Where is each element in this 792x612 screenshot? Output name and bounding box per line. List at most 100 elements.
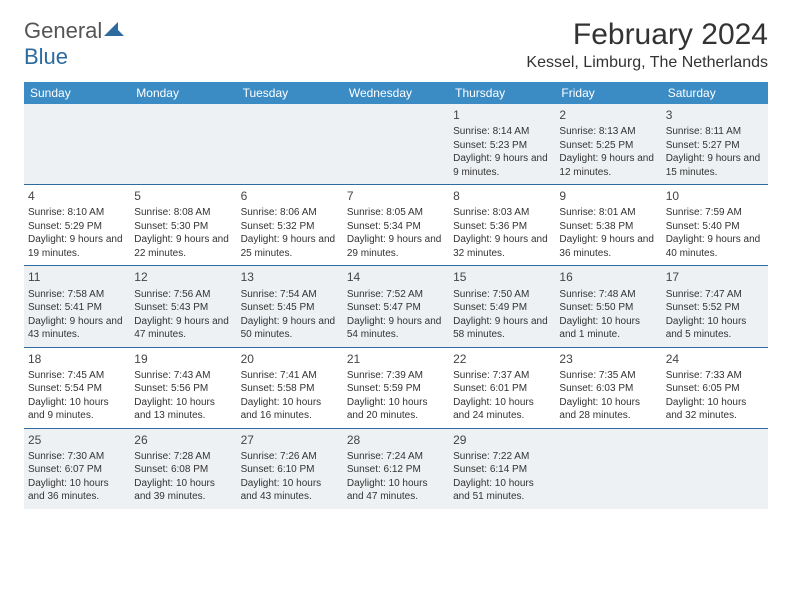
sunset-line: Sunset: 6:08 PM (134, 463, 232, 477)
sunrise-line: Sunrise: 8:05 AM (347, 206, 445, 220)
sunrise-line: Sunrise: 7:22 AM (453, 450, 551, 464)
day-cell (343, 104, 449, 184)
sunset-line: Sunset: 5:36 PM (453, 220, 551, 234)
day-cell: 4Sunrise: 8:10 AMSunset: 5:29 PMDaylight… (24, 185, 130, 265)
daylight-line: Daylight: 10 hours and 1 minute. (559, 315, 657, 342)
day-cell: 18Sunrise: 7:45 AMSunset: 5:54 PMDayligh… (24, 348, 130, 428)
day-number: 3 (666, 107, 764, 123)
day-cell: 13Sunrise: 7:54 AMSunset: 5:45 PMDayligh… (237, 266, 343, 346)
day-cell: 19Sunrise: 7:43 AMSunset: 5:56 PMDayligh… (130, 348, 236, 428)
day-cell: 7Sunrise: 8:05 AMSunset: 5:34 PMDaylight… (343, 185, 449, 265)
day-cell: 6Sunrise: 8:06 AMSunset: 5:32 PMDaylight… (237, 185, 343, 265)
day-cell: 16Sunrise: 7:48 AMSunset: 5:50 PMDayligh… (555, 266, 661, 346)
daylight-line: Daylight: 10 hours and 24 minutes. (453, 396, 551, 423)
daylight-line: Daylight: 9 hours and 29 minutes. (347, 233, 445, 260)
sunrise-line: Sunrise: 8:13 AM (559, 125, 657, 139)
day-cell: 24Sunrise: 7:33 AMSunset: 6:05 PMDayligh… (662, 348, 768, 428)
day-number: 15 (453, 269, 551, 285)
sunset-line: Sunset: 6:07 PM (28, 463, 126, 477)
day-cell: 12Sunrise: 7:56 AMSunset: 5:43 PMDayligh… (130, 266, 236, 346)
sunrise-line: Sunrise: 7:41 AM (241, 369, 339, 383)
sunset-line: Sunset: 5:52 PM (666, 301, 764, 315)
sunrise-line: Sunrise: 7:54 AM (241, 288, 339, 302)
sunset-line: Sunset: 6:05 PM (666, 382, 764, 396)
sunrise-line: Sunrise: 7:45 AM (28, 369, 126, 383)
day-number: 28 (347, 432, 445, 448)
day-cell (237, 104, 343, 184)
daylight-line: Daylight: 10 hours and 39 minutes. (134, 477, 232, 504)
logo-sail-icon (104, 22, 124, 43)
sunrise-line: Sunrise: 8:08 AM (134, 206, 232, 220)
month-title: February 2024 (526, 18, 768, 52)
logo-text: General Blue (24, 18, 124, 70)
day-cell (24, 104, 130, 184)
daylight-line: Daylight: 10 hours and 5 minutes. (666, 315, 764, 342)
day-cell: 8Sunrise: 8:03 AMSunset: 5:36 PMDaylight… (449, 185, 555, 265)
daylight-line: Daylight: 9 hours and 36 minutes. (559, 233, 657, 260)
sunrise-line: Sunrise: 8:11 AM (666, 125, 764, 139)
day-number: 26 (134, 432, 232, 448)
day-cell (130, 104, 236, 184)
sunrise-line: Sunrise: 7:52 AM (347, 288, 445, 302)
calendar: SundayMondayTuesdayWednesdayThursdayFrid… (24, 82, 768, 509)
day-number: 18 (28, 351, 126, 367)
day-number: 29 (453, 432, 551, 448)
day-number: 14 (347, 269, 445, 285)
sunset-line: Sunset: 5:23 PM (453, 139, 551, 153)
daylight-line: Daylight: 9 hours and 19 minutes. (28, 233, 126, 260)
day-number: 25 (28, 432, 126, 448)
sunrise-line: Sunrise: 7:50 AM (453, 288, 551, 302)
sunset-line: Sunset: 5:41 PM (28, 301, 126, 315)
daylight-line: Daylight: 9 hours and 47 minutes. (134, 315, 232, 342)
sunset-line: Sunset: 5:29 PM (28, 220, 126, 234)
day-number: 13 (241, 269, 339, 285)
week-row: 1Sunrise: 8:14 AMSunset: 5:23 PMDaylight… (24, 104, 768, 184)
sunrise-line: Sunrise: 7:48 AM (559, 288, 657, 302)
day-cell: 3Sunrise: 8:11 AMSunset: 5:27 PMDaylight… (662, 104, 768, 184)
day-cell: 23Sunrise: 7:35 AMSunset: 6:03 PMDayligh… (555, 348, 661, 428)
dow-cell: Sunday (24, 82, 130, 104)
day-cell: 25Sunrise: 7:30 AMSunset: 6:07 PMDayligh… (24, 429, 130, 509)
sunset-line: Sunset: 5:56 PM (134, 382, 232, 396)
daylight-line: Daylight: 9 hours and 40 minutes. (666, 233, 764, 260)
sunrise-line: Sunrise: 7:59 AM (666, 206, 764, 220)
weeks-container: 1Sunrise: 8:14 AMSunset: 5:23 PMDaylight… (24, 104, 768, 509)
title-block: February 2024 Kessel, Limburg, The Nethe… (526, 18, 768, 72)
daylight-line: Daylight: 10 hours and 32 minutes. (666, 396, 764, 423)
dow-cell: Saturday (662, 82, 768, 104)
day-cell: 26Sunrise: 7:28 AMSunset: 6:08 PMDayligh… (130, 429, 236, 509)
sunrise-line: Sunrise: 7:56 AM (134, 288, 232, 302)
sunrise-line: Sunrise: 7:33 AM (666, 369, 764, 383)
sunset-line: Sunset: 5:34 PM (347, 220, 445, 234)
sunrise-line: Sunrise: 7:58 AM (28, 288, 126, 302)
sunset-line: Sunset: 5:59 PM (347, 382, 445, 396)
day-number: 2 (559, 107, 657, 123)
week-row: 25Sunrise: 7:30 AMSunset: 6:07 PMDayligh… (24, 428, 768, 509)
sunset-line: Sunset: 5:27 PM (666, 139, 764, 153)
daylight-line: Daylight: 10 hours and 51 minutes. (453, 477, 551, 504)
day-cell: 29Sunrise: 7:22 AMSunset: 6:14 PMDayligh… (449, 429, 555, 509)
sunrise-line: Sunrise: 8:06 AM (241, 206, 339, 220)
dow-cell: Thursday (449, 82, 555, 104)
sunrise-line: Sunrise: 7:35 AM (559, 369, 657, 383)
sunrise-line: Sunrise: 7:47 AM (666, 288, 764, 302)
day-cell: 14Sunrise: 7:52 AMSunset: 5:47 PMDayligh… (343, 266, 449, 346)
day-number: 23 (559, 351, 657, 367)
daylight-line: Daylight: 10 hours and 36 minutes. (28, 477, 126, 504)
day-number: 5 (134, 188, 232, 204)
day-cell: 11Sunrise: 7:58 AMSunset: 5:41 PMDayligh… (24, 266, 130, 346)
day-cell: 21Sunrise: 7:39 AMSunset: 5:59 PMDayligh… (343, 348, 449, 428)
sunset-line: Sunset: 5:58 PM (241, 382, 339, 396)
sunrise-line: Sunrise: 7:43 AM (134, 369, 232, 383)
day-number: 8 (453, 188, 551, 204)
logo: General Blue (24, 18, 124, 70)
sunset-line: Sunset: 5:30 PM (134, 220, 232, 234)
day-cell: 27Sunrise: 7:26 AMSunset: 6:10 PMDayligh… (237, 429, 343, 509)
day-number: 10 (666, 188, 764, 204)
week-row: 4Sunrise: 8:10 AMSunset: 5:29 PMDaylight… (24, 184, 768, 265)
sunset-line: Sunset: 5:43 PM (134, 301, 232, 315)
daylight-line: Daylight: 10 hours and 43 minutes. (241, 477, 339, 504)
sunset-line: Sunset: 5:49 PM (453, 301, 551, 315)
sunset-line: Sunset: 6:01 PM (453, 382, 551, 396)
daylight-line: Daylight: 9 hours and 22 minutes. (134, 233, 232, 260)
